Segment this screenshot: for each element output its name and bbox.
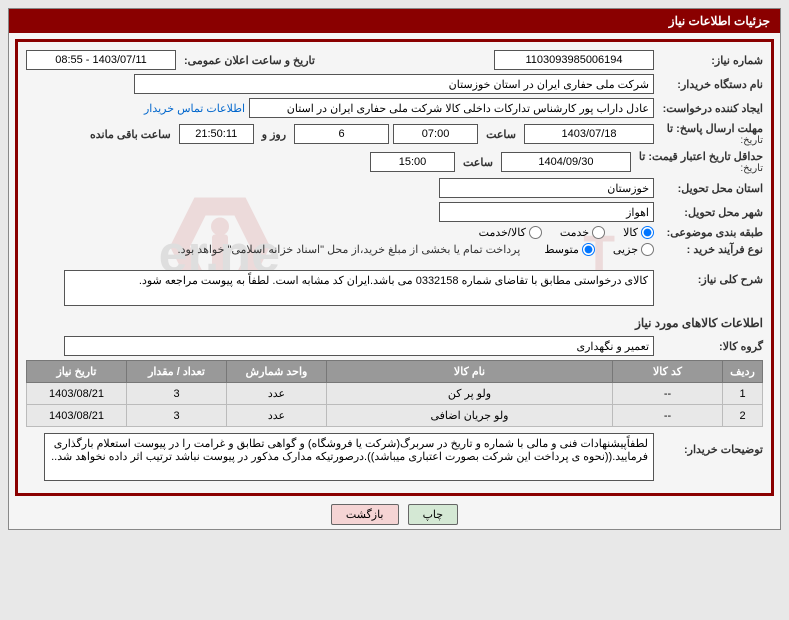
radio-partial[interactable]: جزیی (613, 243, 654, 256)
days-input[interactable] (294, 124, 389, 144)
table-cell-qty: 3 (127, 405, 227, 427)
items-table: ردیف کد کالا نام کالا واحد شمارش تعداد /… (26, 360, 763, 427)
process-note: پرداخت تمام یا بخشی از مبلغ خرید،از محل … (178, 243, 521, 256)
validity-sub: تاریخ: (635, 163, 763, 174)
city-label: شهر محل تحویل: (658, 206, 763, 219)
announce-label: تاریخ و ساعت اعلان عمومی: (180, 54, 319, 67)
validity-date-input[interactable] (501, 152, 631, 172)
table-cell-qty: 3 (127, 383, 227, 405)
button-bar: چاپ بازگشت (9, 504, 780, 525)
table-cell-code: -- (613, 383, 723, 405)
province-input[interactable] (439, 178, 654, 198)
table-row: 2--ولو جریان اضافیعدد31403/08/21 (27, 405, 763, 427)
time-label-2: ساعت (459, 156, 497, 169)
panel-title: جزئیات اطلاعات نیاز (9, 9, 780, 33)
table-cell-row: 2 (723, 405, 763, 427)
countdown-input[interactable] (179, 124, 254, 144)
table-cell-name: ولو پر کن (327, 383, 613, 405)
table-cell-row: 1 (723, 383, 763, 405)
desc-label: شرح کلی نیاز: (658, 270, 763, 286)
process-label: نوع فرآیند خرید : (658, 243, 763, 256)
announce-input[interactable] (26, 50, 176, 70)
table-header-row: ردیف کد کالا نام کالا واحد شمارش تعداد /… (27, 361, 763, 383)
th-unit: واحد شمارش (227, 361, 327, 383)
print-button[interactable]: چاپ (408, 504, 459, 525)
deadline-time-input[interactable] (393, 124, 478, 144)
process-radio-group: جزیی متوسط (544, 243, 654, 256)
group-label: گروه کالا: (658, 340, 763, 353)
desc-textarea[interactable] (64, 270, 654, 306)
panel-body: AriaTender.ne T شماره نیاز: تاریخ و ساعت… (15, 39, 774, 496)
validity-time-input[interactable] (370, 152, 455, 172)
category-label: طبقه بندی موضوعی: (658, 226, 763, 239)
radio-goods[interactable]: کالا (623, 226, 654, 239)
th-code: کد کالا (613, 361, 723, 383)
city-input[interactable] (439, 202, 654, 222)
th-row: ردیف (723, 361, 763, 383)
province-label: استان محل تحویل: (658, 182, 763, 195)
category-radio-group: کالا خدمت کالا/خدمت (479, 226, 654, 239)
buyer-org-label: نام دستگاه خریدار: (658, 78, 763, 91)
deadline-date-input[interactable] (524, 124, 654, 144)
back-button[interactable]: بازگشت (331, 504, 399, 525)
need-number-input[interactable] (494, 50, 654, 70)
deadline-sub: تاریخ: (658, 135, 763, 146)
remaining-label: ساعت باقی مانده (86, 128, 175, 141)
table-cell-unit: عدد (227, 405, 327, 427)
time-label-1: ساعت (482, 128, 520, 141)
table-cell-unit: عدد (227, 383, 327, 405)
th-qty: تعداد / مقدار (127, 361, 227, 383)
items-section-title: اطلاعات کالاهای مورد نیاز (26, 316, 763, 330)
validity-label: حداقل تاریخ اعتبار قیمت: تا (635, 150, 763, 163)
radio-service[interactable]: خدمت (560, 226, 605, 239)
deadline-label: مهلت ارسال پاسخ: تا (658, 122, 763, 135)
table-cell-date: 1403/08/21 (27, 405, 127, 427)
days-and-label: روز و (258, 128, 290, 141)
radio-goods-service[interactable]: کالا/خدمت (479, 226, 542, 239)
buyer-notes-label: توضیحات خریدار: (658, 433, 763, 456)
th-date: تاریخ نیاز (27, 361, 127, 383)
th-name: نام کالا (327, 361, 613, 383)
table-cell-name: ولو جریان اضافی (327, 405, 613, 427)
table-row: 1--ولو پر کنعدد31403/08/21 (27, 383, 763, 405)
group-input[interactable] (64, 336, 654, 356)
contact-link[interactable]: اطلاعات تماس خریدار (144, 102, 245, 115)
table-cell-code: -- (613, 405, 723, 427)
requester-label: ایجاد کننده درخواست: (658, 102, 763, 115)
details-panel: جزئیات اطلاعات نیاز AriaTender.ne T شمار… (8, 8, 781, 530)
requester-input[interactable] (249, 98, 654, 118)
radio-medium[interactable]: متوسط (544, 243, 595, 256)
need-number-label: شماره نیاز: (658, 54, 763, 67)
table-cell-date: 1403/08/21 (27, 383, 127, 405)
buyer-notes-textarea[interactable] (44, 433, 654, 481)
buyer-org-input[interactable] (134, 74, 654, 94)
